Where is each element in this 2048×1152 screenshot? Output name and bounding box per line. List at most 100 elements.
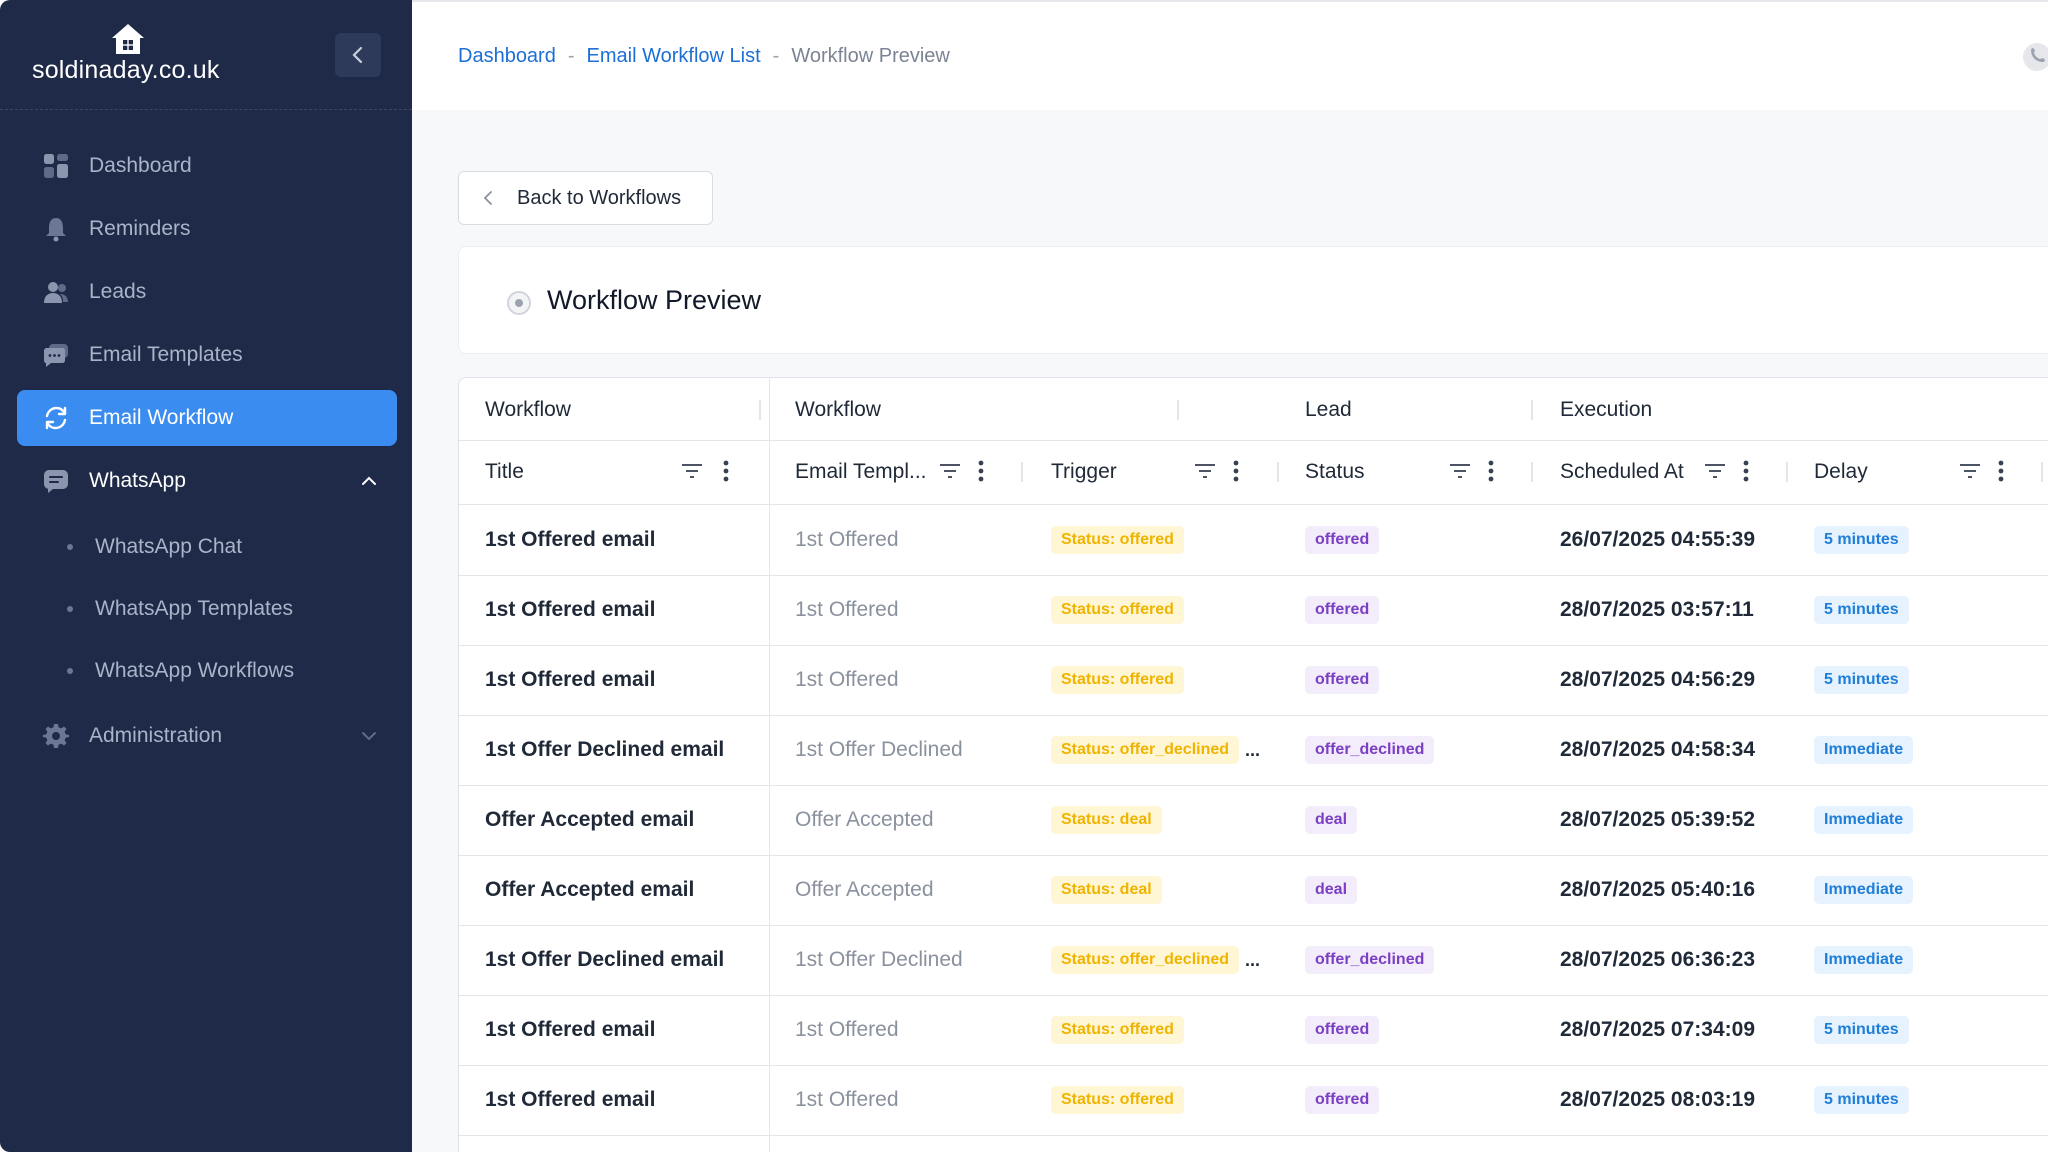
filter-icon[interactable] xyxy=(1704,461,1726,481)
grid-line xyxy=(769,378,770,1152)
cell-title: 1st Offer Declined email xyxy=(485,948,725,971)
house-logo-icon xyxy=(112,24,144,54)
sidebar-item-email-workflow[interactable]: Email Workflow xyxy=(17,390,397,446)
message-icon xyxy=(43,468,69,494)
column-menu-icon[interactable] xyxy=(1743,460,1749,482)
sidebar-item-whatsapp[interactable]: WhatsApp xyxy=(17,453,397,509)
workflow-preview-card: Workflow Preview xyxy=(458,246,2048,354)
trigger-badge: Status: offered xyxy=(1051,526,1184,554)
status-badge: offer_declined xyxy=(1305,736,1435,764)
breadcrumb-workflow-list-link[interactable]: Email Workflow List xyxy=(586,45,761,67)
bell-icon xyxy=(43,216,69,242)
workflow-data-grid: Workflow Workflow Lead Execution Title E… xyxy=(458,377,2048,1152)
cell-delay: 5 minutes xyxy=(1814,575,1909,645)
status-badge: offered xyxy=(1305,666,1380,694)
collapse-sidebar-button[interactable] xyxy=(335,33,381,77)
trigger-badge: Status: offered xyxy=(1051,596,1184,624)
filter-icon[interactable] xyxy=(1194,461,1216,481)
filter-icon[interactable] xyxy=(1959,461,1981,481)
trigger-badge: Status: offered xyxy=(1051,1086,1184,1114)
row-divider xyxy=(459,1135,2048,1136)
sidebar-subitem-label: WhatsApp Templates xyxy=(95,597,294,620)
brand-name: soldinaday.co.uk xyxy=(32,56,220,84)
column-menu-icon[interactable] xyxy=(723,460,729,482)
cell-title: 1st Offered email xyxy=(485,1018,656,1041)
sidebar-item-label: Email Templates xyxy=(89,343,243,366)
cell-trigger: Status: offered xyxy=(1051,575,1190,645)
phone-icon[interactable] xyxy=(2022,42,2048,72)
table-row[interactable]: 1st Offered email 1st Offered Status: of… xyxy=(459,505,2048,575)
column-header-scheduled-at[interactable]: Scheduled At xyxy=(1560,460,1684,483)
column-header-trigger[interactable]: Trigger xyxy=(1051,460,1117,483)
column-menu-icon[interactable] xyxy=(1488,460,1494,482)
brand: soldinaday.co.uk xyxy=(0,0,412,110)
cell-email-template: 1st Offer Declined xyxy=(795,948,963,971)
cell-scheduled-at: 28/07/2025 03:57:11 xyxy=(1560,598,1754,621)
status-badge: offered xyxy=(1305,1086,1380,1114)
cell-delay: Immediate xyxy=(1814,715,1914,785)
column-header-title[interactable]: Title xyxy=(485,460,524,483)
trigger-badge: Status: offer_declined xyxy=(1051,946,1240,974)
grid-line xyxy=(459,504,2048,505)
table-row[interactable]: 1st Offered email 1st Offered Status: of… xyxy=(459,1065,2048,1135)
cell-trigger: Status: offer_declined... xyxy=(1051,715,1260,785)
column-separator xyxy=(1786,462,1788,482)
bullet-icon xyxy=(67,544,73,550)
chevron-up-icon xyxy=(359,471,379,491)
delay-badge: Immediate xyxy=(1814,806,1914,834)
cell-delay: Immediate xyxy=(1814,925,1914,995)
breadcrumb-dashboard-link[interactable]: Dashboard xyxy=(458,45,556,67)
table-row[interactable]: Offer Accepted email Offer Accepted Stat… xyxy=(459,785,2048,855)
cell-title: Offer Accepted email xyxy=(485,878,695,901)
cell-scheduled-at: 28/07/2025 04:58:34 xyxy=(1560,738,1755,761)
page-title: Workflow Preview xyxy=(547,285,762,315)
column-menu-icon[interactable] xyxy=(1233,460,1239,482)
column-separator xyxy=(1277,462,1279,482)
cell-trigger: Status: deal xyxy=(1051,785,1168,855)
column-menu-icon[interactable] xyxy=(978,460,984,482)
column-header-delay[interactable]: Delay xyxy=(1814,460,1868,483)
main-content: Dashboard - Email Workflow List - Workfl… xyxy=(412,0,2048,1152)
cell-scheduled-at: 28/07/2025 07:34:09 xyxy=(1560,1018,1755,1041)
sidebar-subitem-whatsapp-workflows[interactable]: WhatsApp Workflows xyxy=(17,640,397,702)
sidebar-item-email-templates[interactable]: Email Templates xyxy=(17,327,397,383)
cell-delay: Immediate xyxy=(1814,855,1914,925)
table-row[interactable]: 1st Offer Declined email 1st Offer Decli… xyxy=(459,925,2048,995)
column-header-status[interactable]: Status xyxy=(1305,460,1365,483)
delay-badge: 5 minutes xyxy=(1814,666,1909,694)
filter-icon[interactable] xyxy=(1449,461,1471,481)
table-row[interactable]: 1st Offered email 1st Offered Status: of… xyxy=(459,645,2048,715)
cell-scheduled-at: 28/07/2025 08:03:19 xyxy=(1560,1088,1755,1111)
table-row[interactable]: 1st Offered email 1st Offered Status: of… xyxy=(459,995,2048,1065)
sidebar-item-reminders[interactable]: Reminders xyxy=(17,201,397,257)
column-header-email-template[interactable]: Email Templ... xyxy=(795,460,927,483)
sidebar-subitem-whatsapp-chat[interactable]: WhatsApp Chat xyxy=(17,516,397,578)
breadcrumb-current: Workflow Preview xyxy=(791,45,950,67)
row-divider xyxy=(459,645,2048,646)
sidebar-item-administration[interactable]: Administration xyxy=(17,708,397,764)
filter-icon[interactable] xyxy=(681,461,703,481)
sidebar-item-leads[interactable]: Leads xyxy=(17,264,397,320)
sidebar: soldinaday.co.uk Dashboard Reminders Lea… xyxy=(0,0,412,1152)
group-separator xyxy=(1531,400,1533,420)
column-separator xyxy=(1531,462,1533,482)
delay-badge: 5 minutes xyxy=(1814,526,1909,554)
column-separator xyxy=(2041,462,2043,482)
back-to-workflows-button[interactable]: Back to Workflows xyxy=(458,171,713,225)
cell-email-template: 1st Offered xyxy=(795,528,899,551)
sidebar-subitem-whatsapp-templates[interactable]: WhatsApp Templates xyxy=(17,578,397,640)
row-divider xyxy=(459,785,2048,786)
sidebar-item-dashboard[interactable]: Dashboard xyxy=(17,138,397,194)
cell-scheduled-at: 28/07/2025 04:56:29 xyxy=(1560,668,1755,691)
group-separator xyxy=(1177,400,1179,420)
column-menu-icon[interactable] xyxy=(1998,460,2004,482)
topbar: Dashboard - Email Workflow List - Workfl… xyxy=(412,0,2048,110)
group-header-lead: Lead xyxy=(1305,398,1352,421)
chevron-down-icon xyxy=(359,726,379,746)
table-row[interactable]: 1st Offered email 1st Offered Status: of… xyxy=(459,575,2048,645)
cell-trigger: Status: deal xyxy=(1051,855,1168,925)
filter-icon[interactable] xyxy=(939,461,961,481)
status-dot-icon xyxy=(507,291,531,315)
table-row[interactable]: Offer Accepted email Offer Accepted Stat… xyxy=(459,855,2048,925)
table-row[interactable]: 1st Offer Declined email 1st Offer Decli… xyxy=(459,715,2048,785)
